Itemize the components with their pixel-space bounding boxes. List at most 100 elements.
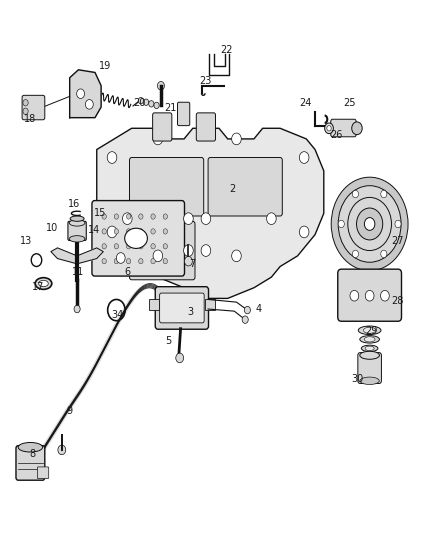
- Circle shape: [381, 250, 387, 257]
- FancyBboxPatch shape: [130, 158, 204, 216]
- Bar: [205, 300, 215, 310]
- Ellipse shape: [360, 377, 379, 384]
- Circle shape: [102, 214, 106, 219]
- Circle shape: [163, 229, 167, 234]
- Text: 4: 4: [255, 304, 261, 314]
- FancyBboxPatch shape: [177, 102, 190, 126]
- Polygon shape: [51, 248, 77, 264]
- Circle shape: [352, 122, 362, 135]
- Ellipse shape: [360, 336, 379, 343]
- Circle shape: [102, 244, 106, 249]
- Ellipse shape: [69, 220, 85, 226]
- Circle shape: [151, 229, 155, 234]
- FancyBboxPatch shape: [92, 200, 184, 276]
- Circle shape: [166, 303, 174, 313]
- Circle shape: [138, 98, 144, 104]
- Text: 20: 20: [133, 98, 146, 108]
- Circle shape: [74, 305, 80, 313]
- Bar: [149, 300, 159, 310]
- Text: 18: 18: [24, 114, 36, 124]
- Circle shape: [201, 213, 211, 224]
- Circle shape: [151, 244, 155, 249]
- Ellipse shape: [35, 278, 52, 289]
- Ellipse shape: [364, 337, 375, 342]
- Circle shape: [114, 244, 119, 249]
- Circle shape: [127, 214, 131, 219]
- FancyBboxPatch shape: [37, 467, 49, 479]
- Circle shape: [184, 245, 193, 256]
- Circle shape: [338, 185, 401, 262]
- Circle shape: [232, 133, 241, 145]
- Circle shape: [107, 226, 117, 238]
- Ellipse shape: [358, 326, 381, 335]
- Circle shape: [357, 208, 383, 240]
- FancyBboxPatch shape: [196, 113, 215, 141]
- Circle shape: [127, 259, 131, 264]
- Circle shape: [244, 306, 251, 314]
- FancyBboxPatch shape: [358, 353, 381, 383]
- Circle shape: [114, 259, 119, 264]
- Ellipse shape: [125, 228, 148, 248]
- Text: 25: 25: [343, 98, 355, 108]
- Circle shape: [139, 244, 143, 249]
- Circle shape: [163, 214, 167, 219]
- Ellipse shape: [70, 216, 84, 221]
- Text: 19: 19: [99, 61, 111, 70]
- Text: 23: 23: [199, 77, 211, 86]
- Circle shape: [151, 214, 155, 219]
- Text: 29: 29: [365, 326, 377, 336]
- Circle shape: [327, 126, 331, 131]
- Circle shape: [163, 244, 167, 249]
- FancyBboxPatch shape: [155, 287, 208, 329]
- FancyBboxPatch shape: [159, 293, 204, 323]
- FancyBboxPatch shape: [16, 446, 45, 480]
- Text: 9: 9: [67, 406, 73, 416]
- Text: 24: 24: [299, 98, 311, 108]
- Polygon shape: [70, 70, 101, 118]
- Circle shape: [153, 133, 162, 145]
- Circle shape: [153, 250, 162, 262]
- Circle shape: [353, 250, 358, 257]
- Circle shape: [353, 190, 358, 198]
- Ellipse shape: [39, 280, 48, 287]
- Circle shape: [23, 100, 28, 106]
- Text: 30: 30: [352, 374, 364, 384]
- FancyBboxPatch shape: [68, 221, 86, 240]
- FancyBboxPatch shape: [331, 119, 356, 137]
- Text: 8: 8: [29, 449, 35, 458]
- Circle shape: [365, 290, 374, 301]
- Circle shape: [232, 250, 241, 262]
- Circle shape: [151, 259, 155, 264]
- Circle shape: [107, 152, 117, 164]
- Circle shape: [381, 290, 389, 301]
- Text: 6: 6: [124, 267, 131, 277]
- Text: 3: 3: [187, 306, 194, 317]
- Circle shape: [102, 229, 106, 234]
- Circle shape: [201, 245, 211, 256]
- FancyBboxPatch shape: [130, 221, 195, 280]
- Circle shape: [157, 82, 164, 90]
- Circle shape: [395, 220, 401, 228]
- Circle shape: [139, 214, 143, 219]
- Circle shape: [338, 220, 344, 228]
- Circle shape: [127, 229, 131, 234]
- Ellipse shape: [18, 442, 42, 452]
- Circle shape: [267, 213, 276, 224]
- Text: 16: 16: [68, 199, 80, 209]
- Text: 7: 7: [190, 259, 196, 269]
- Circle shape: [176, 353, 184, 363]
- Circle shape: [154, 102, 159, 109]
- Text: 21: 21: [164, 103, 176, 113]
- FancyBboxPatch shape: [338, 269, 402, 321]
- Ellipse shape: [364, 327, 376, 333]
- Circle shape: [350, 290, 359, 301]
- Circle shape: [299, 152, 309, 164]
- FancyBboxPatch shape: [152, 113, 172, 141]
- Circle shape: [114, 214, 119, 219]
- Polygon shape: [97, 128, 324, 298]
- Circle shape: [348, 197, 392, 251]
- Text: 10: 10: [46, 223, 58, 233]
- Circle shape: [149, 101, 154, 107]
- Circle shape: [58, 445, 66, 455]
- Circle shape: [139, 229, 143, 234]
